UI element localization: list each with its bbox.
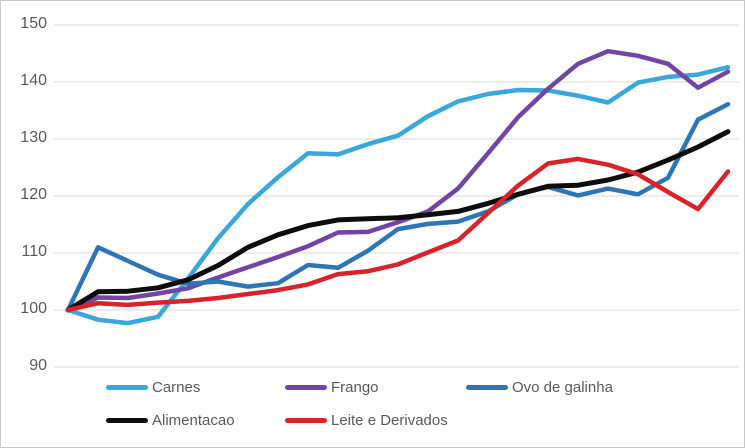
series-line-leite-e-derivados bbox=[65, 156, 731, 313]
y-tick-label-110: 110 bbox=[21, 243, 47, 260]
legend-swatch-icon bbox=[466, 384, 508, 390]
legend-item-frango: Frango bbox=[285, 377, 379, 397]
legend-swatch-icon bbox=[106, 384, 148, 390]
series-line-alimentacao bbox=[65, 129, 731, 313]
y-tick-label-140: 140 bbox=[20, 72, 47, 89]
legend-label: Carnes bbox=[152, 378, 201, 396]
legend-label: Ovo de galinha bbox=[512, 378, 613, 396]
y-tick-label-90: 90 bbox=[29, 357, 47, 374]
legend-item-alimentacao: Alimentacao bbox=[106, 410, 235, 430]
y-tick-label-100: 100 bbox=[20, 300, 47, 317]
series-line-frango bbox=[65, 48, 731, 313]
legend-swatch-icon bbox=[285, 384, 327, 390]
y-tick-label-150: 150 bbox=[20, 15, 47, 32]
legend-item-leite-e-derivados: Leite e Derivados bbox=[285, 410, 448, 430]
legend-item-carnes: Carnes bbox=[106, 377, 200, 397]
y-tick-label-120: 120 bbox=[20, 186, 47, 203]
legend-swatch-icon bbox=[106, 417, 148, 423]
legend-label: Alimentacao bbox=[152, 411, 235, 429]
legend-swatch-icon bbox=[285, 417, 327, 423]
legend-item-ovo-de-galinha: Ovo de galinha bbox=[466, 377, 613, 397]
y-tick-label-130: 130 bbox=[20, 129, 47, 146]
legend-label: Frango bbox=[331, 378, 379, 396]
legend-label: Leite e Derivados bbox=[331, 411, 448, 429]
